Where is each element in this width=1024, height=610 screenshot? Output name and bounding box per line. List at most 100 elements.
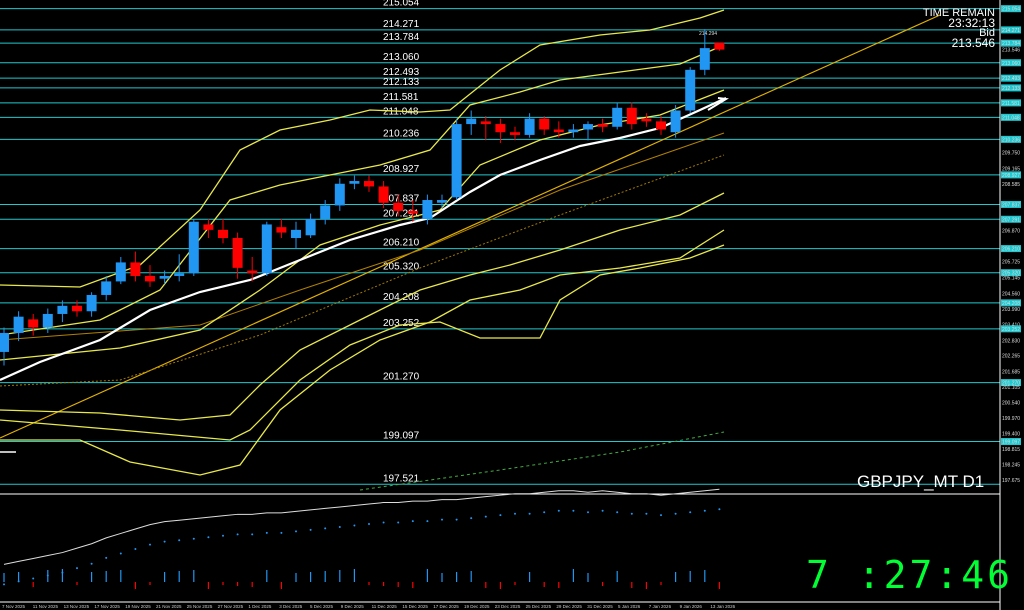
- price-tick: 199.970: [1002, 416, 1020, 422]
- time-tick: 25 Nov 2025: [187, 604, 213, 609]
- indicator-dot: [718, 508, 721, 511]
- indicator-dot: [251, 533, 254, 536]
- upper-band-2: [0, 44, 725, 336]
- price-marker: [1001, 200, 1021, 208]
- level-label: 206.210: [383, 238, 420, 249]
- info-panel: TIME REMAIN 23:32:13 Bid 213.546: [905, 7, 995, 50]
- price-tick: 209.165: [1002, 166, 1020, 172]
- candle-bear: [553, 129, 564, 133]
- indicator-dot: [353, 524, 356, 527]
- price-tick: 205.725: [1002, 260, 1020, 266]
- price-marker: [1001, 5, 1021, 13]
- indicator-dot: [192, 537, 195, 540]
- price-tick: 214.271: [1002, 28, 1020, 34]
- indicator-dot: [411, 520, 414, 523]
- candle-bull: [57, 305, 68, 314]
- time-tick: 31 Dec 2025: [587, 604, 613, 609]
- candle-bull: [13, 316, 24, 333]
- price-tick: 212.133: [1002, 86, 1020, 92]
- candle-bull: [0, 332, 9, 352]
- time-tick: 13 Nov 2025: [64, 604, 90, 609]
- bid-label: Bid: [979, 27, 995, 39]
- indicator-dot: [309, 528, 312, 531]
- time-tick: 9 Jan 2026: [680, 604, 703, 609]
- candle-bull: [349, 181, 360, 184]
- price-marker: [1001, 74, 1021, 82]
- time-remain-value: 23:32:13: [948, 16, 995, 30]
- indicator-dot: [236, 533, 239, 536]
- candle-bear: [597, 124, 608, 127]
- level-label: 203.252: [383, 318, 420, 329]
- indicator-dot: [630, 512, 633, 515]
- price-marker: [1001, 84, 1021, 92]
- indicator-dot: [265, 531, 268, 534]
- time-tick: 15 Dec 2025: [402, 604, 428, 609]
- price-tick: 209.750: [1002, 151, 1020, 157]
- price-tick: 208.927: [1002, 173, 1020, 179]
- indicator-dot: [163, 540, 166, 543]
- candle-bear: [714, 42, 725, 50]
- price-tick: 211.048: [1002, 115, 1020, 121]
- price-marker: [1001, 113, 1021, 121]
- level-label: 205.320: [383, 262, 420, 273]
- slow-ma: [0, 132, 725, 341]
- price-marker: [1001, 299, 1021, 307]
- indicator-dot: [178, 539, 181, 542]
- price-tick: 199.097: [1002, 440, 1020, 446]
- candle-bear: [641, 118, 652, 122]
- candle-bear: [28, 319, 39, 328]
- price-tick: 200.540: [1002, 400, 1020, 406]
- time-remain-label: TIME REMAIN: [922, 7, 995, 19]
- time-tick: 19 Nov 2025: [125, 604, 151, 609]
- candle-bull: [188, 221, 199, 274]
- envelope-bands: [0, 9, 729, 476]
- lower-band-1: [0, 192, 725, 421]
- indicator-dot: [324, 527, 327, 530]
- price-tick: 197.675: [1002, 478, 1020, 484]
- level-label: 207.837: [383, 193, 420, 204]
- price-tick: 198.245: [1002, 463, 1020, 469]
- time-tick: 29 Dec 2025: [556, 604, 582, 609]
- price-tick: 212.493: [1002, 76, 1020, 82]
- candle-bear: [247, 270, 258, 274]
- indicator-dot: [703, 509, 706, 512]
- time-tick: 9 Dec 2025: [341, 604, 365, 609]
- level-label: 201.270: [383, 372, 420, 383]
- level-label: 214.271: [383, 19, 420, 30]
- time-tick: 11 Nov 2025: [33, 604, 59, 609]
- candle-bull: [524, 118, 535, 135]
- price-tick: 199.400: [1002, 431, 1020, 437]
- indicator-dot: [572, 509, 575, 512]
- price-tick: 204.208: [1002, 301, 1020, 307]
- time-tick: 1 Dec 2025: [248, 604, 272, 609]
- candle-bull: [685, 69, 696, 111]
- indicator-dot: [76, 567, 78, 570]
- candle-bull: [86, 294, 97, 312]
- candle-bear: [218, 229, 228, 239]
- candle-bull: [261, 224, 272, 274]
- level-label: 212.493: [383, 67, 420, 78]
- candle-bull: [174, 273, 185, 276]
- price-tick: 211.581: [1002, 101, 1020, 107]
- candle-bear: [232, 238, 243, 268]
- lower-band-2: [0, 229, 725, 476]
- price-tick: 206.210: [1002, 247, 1020, 253]
- candle-bull: [670, 110, 681, 133]
- candle-bear: [145, 275, 155, 282]
- candle-bull: [437, 200, 447, 203]
- price-tick: 213.784: [1002, 41, 1020, 47]
- candles: [0, 29, 725, 366]
- indicator-dot: [426, 520, 429, 523]
- indicator-dot: [207, 536, 210, 539]
- time-tick: 5 Jan 2026: [618, 604, 641, 609]
- candle-bull: [612, 107, 623, 127]
- indicator-dot: [660, 514, 662, 517]
- indicator-dot: [645, 512, 648, 515]
- candle-bull: [451, 124, 462, 198]
- level-label: 215.054: [383, 0, 420, 9]
- time-axis: 7 Nov 2025 11 Nov 2025 13 Nov 2025 17 Nov 2…: [2, 604, 736, 609]
- indicator-dot: [514, 512, 516, 515]
- candle-bear: [510, 132, 520, 135]
- level-label: 211.581: [383, 92, 419, 103]
